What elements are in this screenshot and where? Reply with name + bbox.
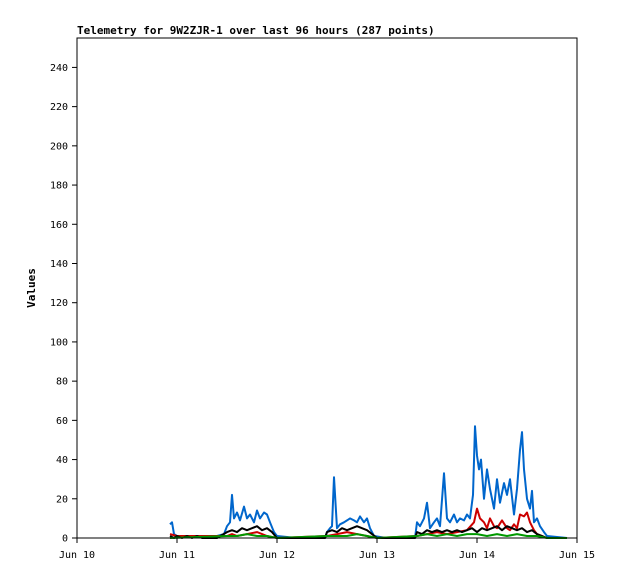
y-tick-label: 120: [50, 298, 68, 309]
y-tick-label: 20: [56, 494, 68, 505]
series-line-3: [169, 525, 567, 539]
y-tick-label: 220: [50, 102, 68, 113]
y-tick-label: 160: [50, 220, 68, 231]
ticks-layer: 0 20 40 60 80 100 120 140 160 180 200 220 240 Jun 10 J…: [50, 63, 595, 561]
x-tick-label: Jun 13: [359, 550, 395, 561]
x-tick-label: Jun 11: [159, 550, 195, 561]
y-axis-label: Values: [25, 268, 38, 308]
y-tick-label: 200: [50, 141, 68, 152]
y-tick-label: 0: [62, 534, 68, 545]
y-tick-label: 40: [56, 455, 68, 466]
y-tick-label: 180: [50, 181, 68, 192]
chart-title: Telemetry for 9W2ZJR-1 over last 96 hour…: [77, 24, 435, 37]
y-tick-label: 80: [56, 377, 68, 388]
x-tick-label: Jun 14: [459, 550, 495, 561]
y-tick-label: 140: [50, 259, 68, 270]
series-line-4: [169, 533, 567, 539]
y-tick-label: 100: [50, 337, 68, 348]
series-layer: [169, 425, 568, 539]
y-tick-label: 60: [56, 416, 68, 427]
x-tick-label: Jun 12: [259, 550, 295, 561]
x-tick-label: Jun 15: [559, 550, 595, 561]
y-tick-label: 240: [50, 63, 68, 74]
plot-frame: [76, 37, 578, 539]
x-tick-label: Jun 10: [59, 550, 95, 561]
series-line-1: [169, 425, 568, 539]
